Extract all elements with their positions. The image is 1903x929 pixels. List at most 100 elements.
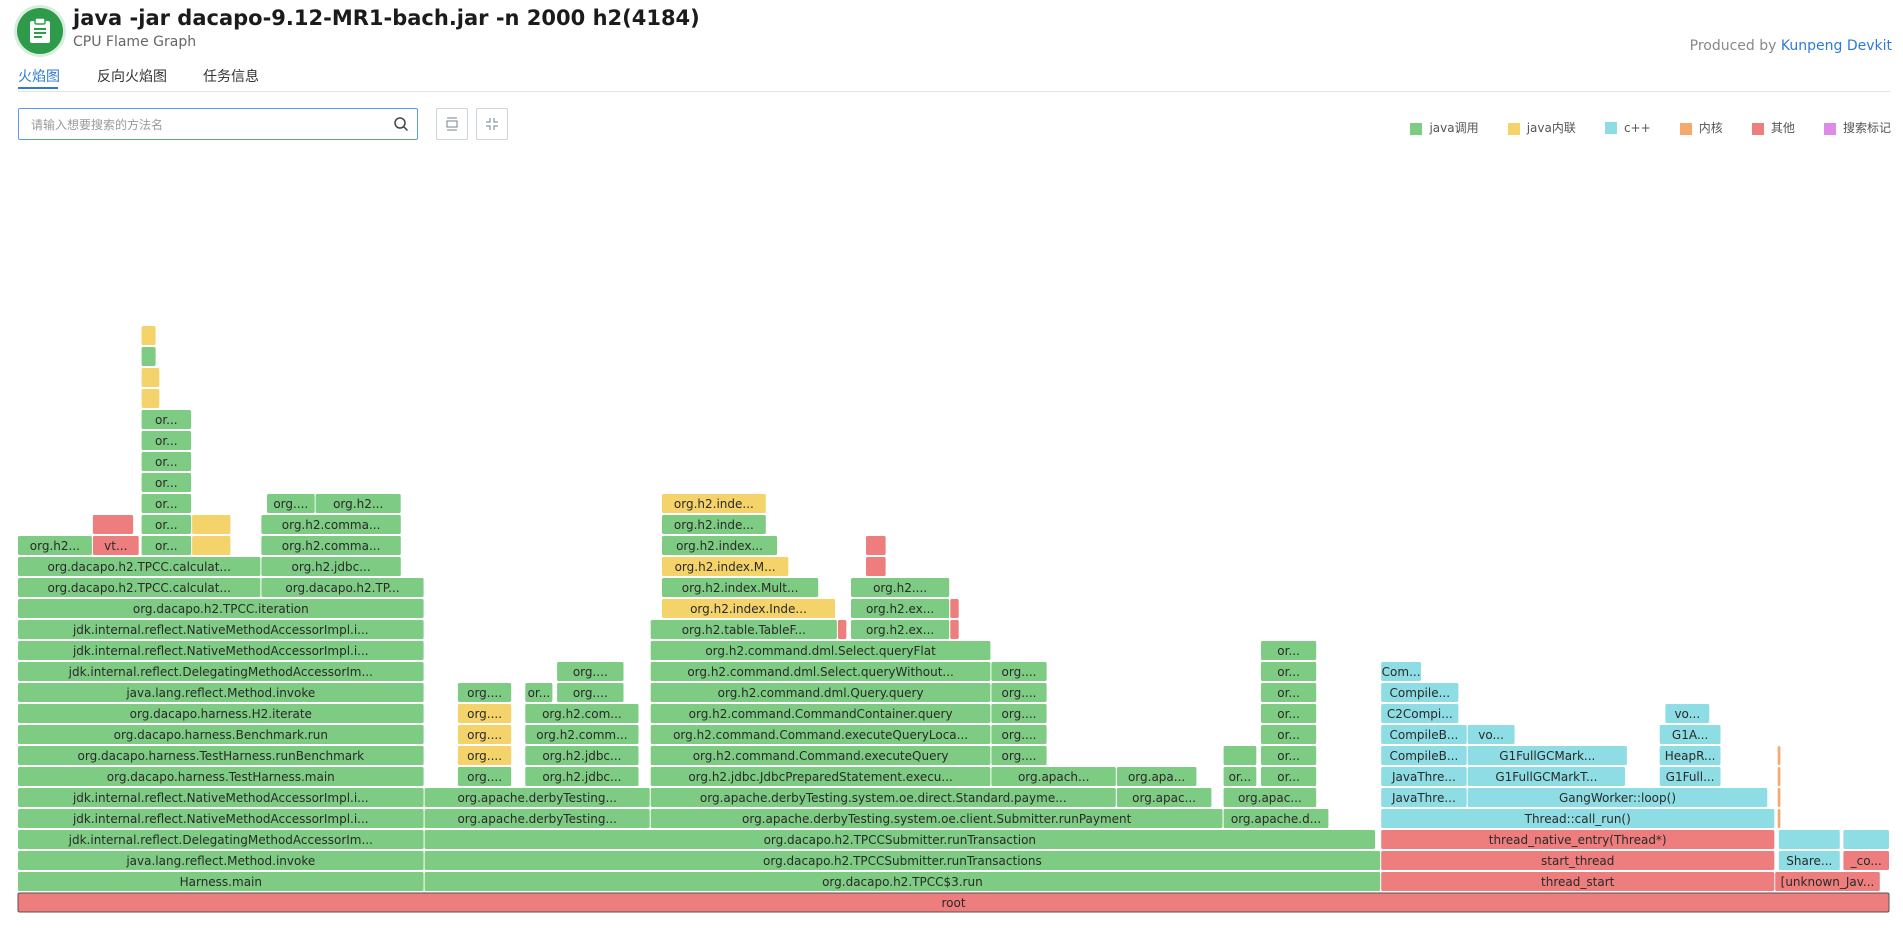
flame-frame-bar[interactable] xyxy=(1261,725,1317,744)
flame-frame[interactable]: org.... xyxy=(557,683,624,702)
flame-frame-bar[interactable] xyxy=(1381,725,1467,744)
flame-frame-bar[interactable] xyxy=(92,536,139,555)
flame-frame[interactable]: JavaThre... xyxy=(1381,767,1467,786)
flame-frame-bar[interactable] xyxy=(18,872,424,891)
flame-frame-bar[interactable] xyxy=(1659,746,1721,765)
flame-frame[interactable]: or... xyxy=(1261,704,1317,723)
flame-frame[interactable]: Com... xyxy=(1381,662,1421,681)
flame-frame-bar[interactable] xyxy=(1223,788,1317,807)
flame-frame-bar[interactable] xyxy=(525,746,639,765)
flame-frame-bar[interactable] xyxy=(18,536,92,555)
flame-frame[interactable]: G1A... xyxy=(1659,725,1721,744)
flame-frame-bar[interactable] xyxy=(1223,767,1257,786)
flame-frame[interactable]: G1Full... xyxy=(1659,767,1721,786)
flame-frame-bar[interactable] xyxy=(1777,746,1781,765)
flame-frame-bar[interactable] xyxy=(1467,746,1627,765)
flame-frame[interactable]: jdk.internal.reflect.DelegatingMethodAcc… xyxy=(18,830,424,849)
flame-frame[interactable]: org.h2.command.Command.executeQueryLoca.… xyxy=(650,725,991,744)
flame-frame-bar[interactable] xyxy=(1261,767,1317,786)
flame-frame-bar[interactable] xyxy=(141,410,192,429)
flame-frame[interactable]: org.... xyxy=(267,494,315,513)
flame-frame-bar[interactable] xyxy=(1777,767,1781,786)
flame-frame[interactable] xyxy=(141,347,156,366)
flame-frame[interactable] xyxy=(141,326,156,345)
flame-frame[interactable] xyxy=(1778,830,1840,849)
flame-frame[interactable]: _co... xyxy=(1843,851,1889,870)
flame-frame-bar[interactable] xyxy=(457,725,512,744)
flame-frame-bar[interactable] xyxy=(1381,662,1421,681)
flame-frame[interactable]: or... xyxy=(141,410,192,429)
flame-frame[interactable]: org.h2.index... xyxy=(662,536,778,555)
flame-frame[interactable]: org.dacapo.h2.TPCC$3.run xyxy=(424,872,1381,891)
flame-frame[interactable]: org.h2.ex... xyxy=(851,599,950,618)
flame-frame-bar[interactable] xyxy=(1659,767,1721,786)
flame-frame[interactable]: org.h2.index.M... xyxy=(662,557,789,576)
flame-frame-bar[interactable] xyxy=(18,830,424,849)
tab-task-info[interactable]: 任务信息 xyxy=(203,69,259,85)
flame-frame[interactable]: org.h2.... xyxy=(851,578,950,597)
flame-frame[interactable]: org.h2.inde... xyxy=(662,494,766,513)
flame-frame-bar[interactable] xyxy=(1775,872,1880,891)
flame-frame-bar[interactable] xyxy=(18,641,424,660)
flame-frame-bar[interactable] xyxy=(1261,683,1317,702)
flame-frame-bar[interactable] xyxy=(18,599,424,618)
flame-frame[interactable]: org.apach... xyxy=(991,767,1116,786)
flame-frame-bar[interactable] xyxy=(424,809,650,828)
flame-frame[interactable]: jdk.internal.reflect.NativeMethodAccesso… xyxy=(18,620,424,639)
flame-frame-bar[interactable] xyxy=(261,578,424,597)
flame-frame[interactable]: org.... xyxy=(991,725,1047,744)
flame-frame-bar[interactable] xyxy=(141,452,192,471)
flame-frame-bar[interactable] xyxy=(1381,830,1775,849)
flame-frame-bar[interactable] xyxy=(650,641,991,660)
flame-frame[interactable]: org.... xyxy=(991,683,1047,702)
flame-frame[interactable]: org.dacapo.h2.TPCC.iteration xyxy=(18,599,424,618)
flame-frame[interactable] xyxy=(192,536,231,555)
collapse-button[interactable] xyxy=(476,108,508,140)
flame-frame-bar[interactable] xyxy=(1381,746,1467,765)
flame-frame[interactable]: org.h2.inde... xyxy=(662,515,766,534)
flame-frame-bar[interactable] xyxy=(141,326,156,345)
flame-frame[interactable]: java.lang.reflect.Method.invoke xyxy=(18,851,424,870)
flame-frame[interactable]: org.dacapo.h2.TPCC.calculat... xyxy=(18,578,261,597)
flame-frame[interactable] xyxy=(866,536,886,555)
flame-frame-bar[interactable] xyxy=(650,704,991,723)
flame-frame[interactable] xyxy=(141,389,160,408)
flame-frame-bar[interactable] xyxy=(18,704,424,723)
flame-frame-bar[interactable] xyxy=(650,725,991,744)
flame-frame-bar[interactable] xyxy=(866,557,886,576)
flame-frame[interactable]: C2Compi... xyxy=(1381,704,1459,723)
flame-frame-bar[interactable] xyxy=(1659,725,1721,744)
flame-frame[interactable]: vt... xyxy=(92,536,139,555)
flame-frame-bar[interactable] xyxy=(1777,809,1781,828)
flame-frame-bar[interactable] xyxy=(424,788,650,807)
flame-frame[interactable]: CompileB... xyxy=(1381,746,1467,765)
flame-frame[interactable]: jdk.internal.reflect.NativeMethodAccesso… xyxy=(18,809,424,828)
flame-frame[interactable]: or... xyxy=(1261,746,1317,765)
flame-frame[interactable]: org.dacapo.h2.TP... xyxy=(261,578,424,597)
flame-frame-bar[interactable] xyxy=(261,536,401,555)
method-search-input[interactable] xyxy=(29,115,373,135)
flame-frame-bar[interactable] xyxy=(1381,767,1467,786)
flame-frame-bar[interactable] xyxy=(991,662,1047,681)
flame-frame[interactable]: org.... xyxy=(457,725,512,744)
flame-frame[interactable] xyxy=(1843,830,1889,849)
flame-frame[interactable]: root xyxy=(17,892,1890,913)
flame-frame-bar[interactable] xyxy=(1381,704,1459,723)
flame-frame-bar[interactable] xyxy=(1467,725,1515,744)
flame-frame[interactable] xyxy=(837,620,847,639)
flame-frame[interactable]: org.h2.index.Mult... xyxy=(662,578,819,597)
flame-frame[interactable]: thread_start xyxy=(1381,872,1775,891)
flame-frame[interactable]: org.... xyxy=(557,662,624,681)
flame-frame[interactable]: or... xyxy=(525,683,553,702)
flame-frame[interactable]: or... xyxy=(1261,767,1317,786)
flame-frame[interactable]: start_thread xyxy=(1381,851,1775,870)
flame-frame-bar[interactable] xyxy=(1261,746,1317,765)
flame-frame-bar[interactable] xyxy=(662,578,819,597)
flame-frame-bar[interactable] xyxy=(662,536,778,555)
expand-button[interactable] xyxy=(436,108,468,140)
flame-frame[interactable]: org.... xyxy=(991,662,1047,681)
flame-frame[interactable] xyxy=(141,368,160,387)
flame-frame[interactable]: org.dacapo.harness.TestHarness.main xyxy=(18,767,424,786)
search-icon[interactable] xyxy=(393,116,409,132)
flame-frame-bar[interactable] xyxy=(557,683,624,702)
